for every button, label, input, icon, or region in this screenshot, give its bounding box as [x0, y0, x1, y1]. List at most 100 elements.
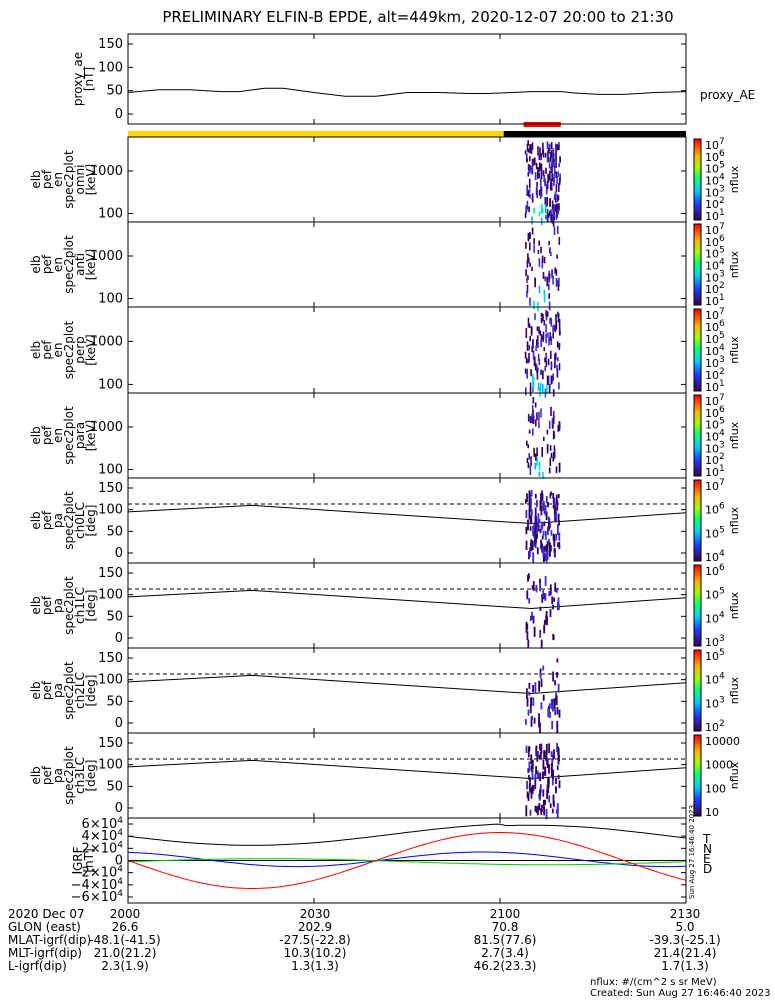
spectrogram-pixel [540, 186, 543, 197]
pa-pixel [532, 552, 535, 563]
spectrogram-pixel [546, 443, 549, 454]
colorbar-tick: 102 [705, 367, 725, 382]
pa-pixel [541, 771, 544, 777]
pa-pixel [534, 493, 537, 499]
spectrogram-pixel [550, 336, 552, 345]
spectrogram-pixel [550, 363, 553, 368]
colorbar-tick: 107 [705, 222, 725, 237]
spectrogram-pixel [548, 420, 551, 430]
pa-pixel [553, 504, 556, 515]
spectrogram-pixel [554, 204, 557, 212]
pa-pixel [556, 807, 559, 819]
colorbar-frame [693, 394, 702, 477]
panel-proxy-ae: proxy_ae[nT] 150 100 50 0 proxy_AE [71, 33, 755, 125]
pa-pixel [552, 769, 554, 780]
pa-pixel [545, 552, 548, 563]
panel-igrf: IGRF[nT] 6×1044×1042×1040−2×104−4×104−6×1… [71, 805, 713, 905]
spectrogram-pixel [527, 253, 529, 261]
ylabel-spec-omni: pef [40, 169, 54, 189]
pa-pixel [539, 581, 541, 592]
colorbar-frame [693, 734, 702, 817]
pa-pixel [556, 720, 559, 728]
pa-pixel [538, 795, 541, 801]
colorbar-label: nflux [728, 421, 741, 449]
pa-pixel [530, 754, 533, 765]
ylabel-pa-ch1: [deg] [84, 590, 98, 622]
spectrogram-pixel [552, 148, 555, 156]
spectrogram-pixel [529, 242, 531, 251]
spectrogram-pixel [531, 193, 534, 201]
spectrogram-pixel [544, 366, 546, 372]
spectrogram-pixel [550, 142, 553, 150]
ytick-igrf: 0 [115, 854, 123, 869]
pa-pixel [544, 593, 547, 601]
pa-pixel [557, 524, 559, 536]
pa-pixel [544, 766, 547, 777]
pa-pixel [551, 596, 554, 605]
ytick-spec-omni: 100 [98, 207, 123, 222]
colorbar-tick: 105 [705, 331, 725, 346]
spectrogram-pixel [537, 340, 539, 349]
pa-pixel [544, 799, 546, 805]
ytick-proxy-ae: 150 [98, 37, 123, 52]
pa-pixel [547, 502, 549, 508]
colorbar-label: nflux [728, 165, 741, 193]
spectrogram-pixel [541, 447, 543, 457]
colorbar-tick: 103 [705, 440, 725, 455]
colorbar-label: nflux [728, 591, 741, 619]
spectrogram-pixel [540, 217, 543, 226]
pa-pixel [542, 546, 545, 557]
spectrogram-pixel [533, 157, 536, 166]
pa-pixel [549, 542, 551, 550]
spectrogram-pixel [527, 413, 530, 422]
ylabel-pa-ch3: ch3LC [73, 757, 87, 794]
spectrogram-pixel [548, 337, 550, 346]
pa-pixel [552, 702, 554, 712]
spectrogram-pixel [538, 471, 541, 477]
pa-pixel [541, 493, 544, 502]
spectrogram-pixel [533, 452, 535, 457]
spectrogram-pixel [557, 171, 559, 177]
pa-pixel [526, 631, 529, 641]
colorbar-tick: 10 [705, 806, 719, 819]
losscone-solid-line [127, 504, 687, 525]
spectrogram-pixel [541, 255, 544, 263]
spectrogram-pixel [554, 353, 556, 364]
pa-pixel [548, 522, 550, 531]
spectrogram-pixel [550, 150, 553, 159]
spectrogram-pixel [555, 277, 558, 287]
spectrogram-pixel [533, 207, 535, 214]
pa-pixel [557, 774, 560, 780]
colorbar-tick: 106 [705, 405, 725, 420]
orbit-bar-black [503, 131, 686, 137]
ylabel-pa-ch2: spec2plot [62, 661, 76, 720]
spectrogram-pixel [528, 453, 530, 460]
spectrogram-pixel [531, 164, 534, 175]
ylabel-spec-perp: en [51, 343, 65, 358]
pa-pixel [541, 543, 543, 553]
colorbar-tick: 102 [705, 719, 725, 734]
footer-row-label: L-igrf(dip) [8, 959, 67, 973]
colorbar-tick: 103 [705, 269, 725, 284]
spectrogram-pixel [554, 191, 557, 198]
spectrogram-pixel [558, 326, 561, 336]
colorbar-label: nflux [728, 336, 741, 364]
spectrogram-pixel [536, 326, 539, 332]
pa-pixel [553, 597, 555, 602]
pa-pixel [528, 775, 530, 780]
pa-pixel [525, 719, 527, 725]
pa-pixel [543, 799, 545, 810]
spectrogram-pixel [538, 154, 541, 161]
spectrogram-pixel [558, 421, 561, 432]
pa-pixel [534, 537, 536, 544]
spectrogram-pixel [529, 156, 531, 162]
spectrogram-pixel [554, 450, 556, 458]
ylabel-spec-perp: spec2plot [62, 320, 76, 379]
spectrogram-pixel [527, 164, 530, 171]
spectrogram-pixel [542, 331, 545, 340]
ylabel-spec-para: [keV] [84, 420, 98, 451]
spectrogram-pixel [544, 276, 547, 282]
spectrogram-pixel [547, 174, 549, 181]
pa-pixel [546, 550, 549, 560]
spectrogram-pixel [540, 246, 542, 254]
